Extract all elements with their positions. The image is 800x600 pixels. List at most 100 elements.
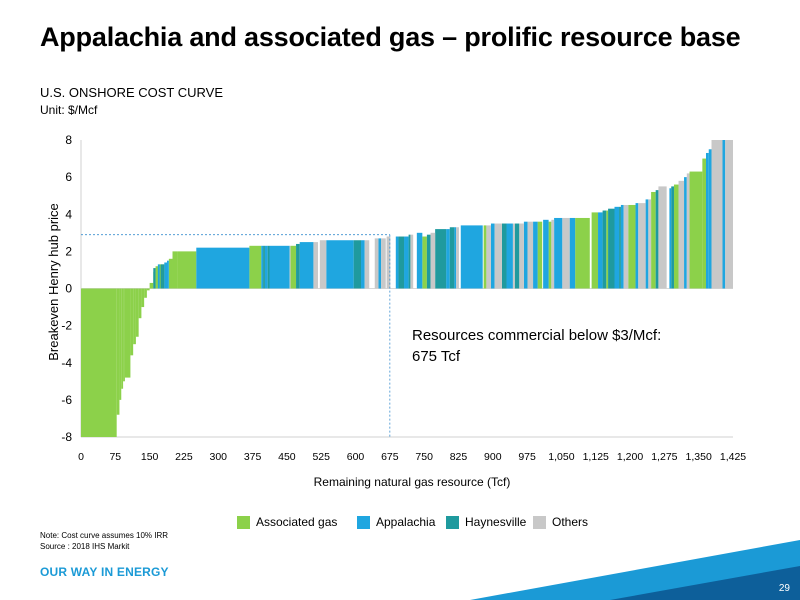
bar-others-15 xyxy=(551,219,555,289)
bar-others-19 xyxy=(648,199,652,289)
x-tick-label-0: 0 xyxy=(78,451,84,463)
source-note: Source : 2018 IHS Markit xyxy=(40,542,130,551)
bar-appalachia-5 xyxy=(264,245,268,289)
x-axis-label: Remaining natural gas resource (Tcf) xyxy=(314,475,511,489)
bar-associated-gas-1 xyxy=(116,288,120,415)
bar-associated-gas-25 xyxy=(548,221,552,289)
bar-associated-gas-17 xyxy=(168,258,173,289)
x-tick-label-1: 75 xyxy=(109,451,121,463)
bar-associated-gas-7 xyxy=(133,288,136,345)
x-tick-label-3: 225 xyxy=(175,451,193,463)
bar-others-7 xyxy=(410,234,414,289)
y-tick-label-0: -8 xyxy=(61,430,72,444)
bar-associated-gas-6 xyxy=(130,288,134,356)
bar-associated-gas-0 xyxy=(81,288,117,437)
bar-haynesville-18 xyxy=(671,186,674,289)
x-tick-label-15: 1,125 xyxy=(583,451,609,463)
unit-label: Unit: $/Mcf xyxy=(40,103,98,117)
bar-others-8 xyxy=(430,232,436,289)
chart-subtitle: U.S. ONSHORE COST CURVE xyxy=(40,85,223,100)
bar-appalachia-16 xyxy=(460,225,483,289)
bar-associated-gas-18 xyxy=(172,251,178,289)
bar-others-13 xyxy=(519,223,524,289)
bar-others-3 xyxy=(364,240,370,289)
bar-haynesville-6 xyxy=(353,240,362,289)
annotation-line-1: Resources commercial below $3/Mcf: xyxy=(412,327,662,344)
legend-swatch-others xyxy=(533,515,546,529)
x-tick-label-5: 375 xyxy=(244,451,262,463)
slide-title: Appalachia and associated gas – prolific… xyxy=(40,22,741,52)
bar-others-22 xyxy=(686,173,690,289)
bar-appalachia-10 xyxy=(378,238,382,289)
legend-item-appalachia: Appalachia xyxy=(357,515,435,529)
annotation-line-2: 675 Tcf xyxy=(412,348,461,365)
x-tick-label-4: 300 xyxy=(209,451,227,463)
legend-item-others: Others xyxy=(533,515,588,529)
bar-associated-gas-24 xyxy=(537,221,543,289)
bar-appalachia-7 xyxy=(299,242,314,289)
footnote: Note: Cost curve assumes 10% IRR xyxy=(40,531,169,540)
bar-haynesville-12 xyxy=(501,223,507,289)
bar-associated-gas-28 xyxy=(606,210,609,289)
y-tick-label-8: 8 xyxy=(65,133,72,147)
bar-appalachia-3 xyxy=(196,247,250,289)
x-tick-label-13: 975 xyxy=(518,451,536,463)
bar-appalachia-1 xyxy=(164,262,168,289)
bar-haynesville-5 xyxy=(296,243,300,289)
bar-appalachia-15 xyxy=(454,227,457,289)
bar-others-18 xyxy=(638,203,646,289)
bar-appalachia-30 xyxy=(684,177,687,289)
bar-others-6 xyxy=(386,236,391,289)
bar-others-24 xyxy=(725,140,733,289)
legend-label-others: Others xyxy=(552,515,589,529)
x-tick-label-12: 900 xyxy=(484,451,502,463)
bar-associated-gas-23 xyxy=(483,225,487,289)
bar-appalachia-21 xyxy=(543,219,549,289)
bar-haynesville-9 xyxy=(426,234,431,289)
bar-associated-gas-20 xyxy=(249,245,262,289)
x-tick-label-18: 1,350 xyxy=(686,451,712,463)
bar-haynesville-10 xyxy=(435,229,447,289)
bar-associated-gas-32 xyxy=(689,171,703,289)
bar-others-20 xyxy=(658,186,667,289)
bar-associated-gas-3 xyxy=(121,288,124,389)
bar-appalachia-18 xyxy=(506,223,513,289)
bar-appalachia-23 xyxy=(569,217,576,289)
bar-appalachia-2 xyxy=(167,260,169,289)
bar-others-9 xyxy=(456,227,459,289)
bar-others-10 xyxy=(486,225,491,289)
legend-item-associated-gas: Associated gas xyxy=(237,515,337,529)
bar-associated-gas-4 xyxy=(123,288,125,382)
x-tick-label-8: 600 xyxy=(347,451,365,463)
bar-associated-gas-30 xyxy=(651,191,656,289)
bar-appalachia-32 xyxy=(708,149,712,289)
bar-appalachia-8 xyxy=(326,240,354,289)
footer-swoosh-accent xyxy=(610,566,800,600)
bar-appalachia-13 xyxy=(416,232,423,289)
bar-associated-gas-12 xyxy=(146,288,150,291)
bar-appalachia-6 xyxy=(269,245,290,289)
bar-appalachia-31 xyxy=(706,152,709,289)
x-tick-label-2: 150 xyxy=(141,451,159,463)
bar-appalachia-4 xyxy=(261,245,264,289)
bar-appalachia-33 xyxy=(722,140,726,289)
bar-haynesville-1 xyxy=(160,264,163,289)
bar-associated-gas-8 xyxy=(135,288,139,337)
bar-others-0 xyxy=(289,245,291,289)
bar-haynesville-7 xyxy=(398,236,405,289)
bar-appalachia-29 xyxy=(669,188,672,289)
bar-appalachia-22 xyxy=(554,217,563,289)
bar-others-2 xyxy=(319,240,327,289)
legend-label-associated-gas: Associated gas xyxy=(256,515,338,529)
x-tick-label-14: 1,050 xyxy=(548,451,574,463)
y-axis-label: Breakeven Henry hub price xyxy=(46,203,61,361)
x-tick-label-9: 675 xyxy=(381,451,399,463)
bar-associated-gas-13 xyxy=(149,282,154,289)
axis-ticks: -8 -6 -4 -2 0 2 4 6 8 0 75 150 225 300 375 450 525 600 675… xyxy=(61,133,746,463)
bar-appalachia-17 xyxy=(490,223,495,289)
bar-others-14 xyxy=(527,221,534,289)
bar-associated-gas-19 xyxy=(177,251,197,289)
bar-appalachia-11 xyxy=(395,236,399,289)
bar-haynesville-4 xyxy=(267,245,270,289)
